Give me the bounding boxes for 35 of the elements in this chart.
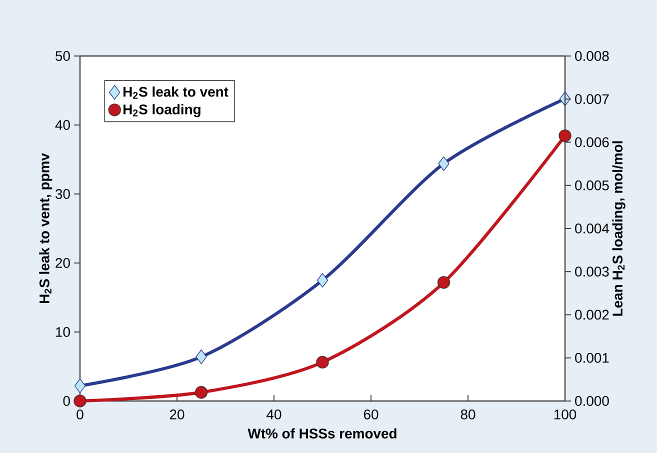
y-tick-label: 40 xyxy=(55,120,70,130)
y-tick-label: 20 xyxy=(56,258,70,268)
x-tick-label: 80 xyxy=(460,410,476,420)
x-tick-label: 20 xyxy=(170,410,184,420)
point xyxy=(74,394,86,408)
x-tick-label: 100 xyxy=(554,410,576,420)
x-tick-label: 0 xyxy=(76,410,84,420)
y2-tick-label: 0.008 xyxy=(575,51,609,61)
y2-tick-label: 0.005 xyxy=(575,180,609,190)
point xyxy=(438,156,450,171)
y2-tick-label: 0.000 xyxy=(575,396,609,406)
y-tick-label: 0 xyxy=(63,396,70,406)
y2-tick-label: 0.003 xyxy=(575,266,609,277)
point xyxy=(437,276,450,289)
y-axis-title: H$_{2}$S leak to vent, ppmv xyxy=(39,153,52,303)
y2-tick-label: 0.007 xyxy=(575,94,609,104)
point xyxy=(194,386,208,399)
x-tick-label: 60 xyxy=(364,410,378,420)
legend-label: H$_{2}$S leak to vent xyxy=(124,86,228,99)
x-tick-label: 40 xyxy=(266,410,282,420)
point xyxy=(74,378,86,394)
y2-tick-label: 0.004 xyxy=(575,224,610,234)
point xyxy=(558,129,572,142)
point xyxy=(316,272,328,288)
y-tick-label: 50 xyxy=(56,51,70,61)
y2-tick-label: 0.002 xyxy=(575,310,609,320)
point xyxy=(196,350,207,364)
point xyxy=(316,356,329,369)
x-axis-title: Wt% of HSSs removed xyxy=(248,428,396,438)
y-tick-label: 10 xyxy=(56,327,70,337)
y2-tick-label: 0.006 xyxy=(575,137,609,148)
legend-label: H$_{2}$S loading xyxy=(124,104,200,118)
y2-tick-label: 0.001 xyxy=(575,352,609,363)
y2-axis-title: Lean H$_{2}$S loading, mol/mol xyxy=(612,141,626,316)
y-tick-label: 30 xyxy=(55,189,70,199)
